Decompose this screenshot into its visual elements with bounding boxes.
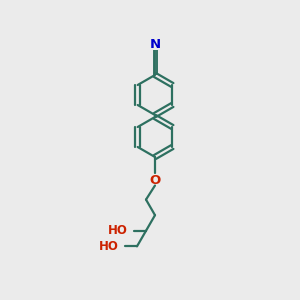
- Text: HO: HO: [108, 224, 128, 237]
- Text: N: N: [149, 38, 161, 52]
- Text: HO: HO: [99, 240, 119, 253]
- Text: O: O: [149, 173, 161, 187]
